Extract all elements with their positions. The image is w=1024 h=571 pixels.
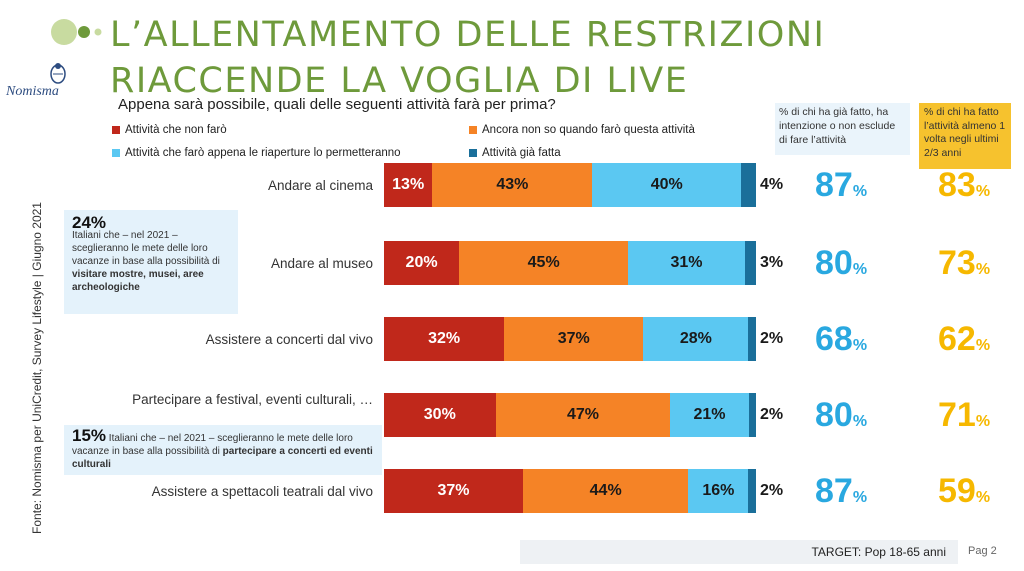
info-box-text: Italiani che – nel 2021 – sceglieranno l… [72, 230, 220, 267]
legend-swatch [112, 149, 120, 157]
info-box-24: 24% Italiani che – nel 2021 – sceglieran… [64, 210, 238, 314]
bar-segment [748, 393, 756, 437]
bar-row: 13% 43% 40% [384, 163, 756, 207]
side-value-blue: 68% [815, 320, 868, 358]
data-label: 2% [760, 406, 784, 423]
legend-label: Ancora non so quando farò questa attivit… [482, 124, 695, 136]
bar-segment: 44% [523, 469, 689, 513]
legend-label: Attività che non farò [125, 124, 227, 136]
bar-segment: 40% [592, 163, 742, 207]
side-value-yellow: 73% [938, 244, 991, 282]
info-box-value: 15% [72, 426, 107, 445]
legend-item-gia-fatta: Attività già fatta [469, 147, 561, 159]
data-label: 16% [702, 482, 735, 499]
chart-question: Appena sarà possibile, quali delle segue… [118, 96, 556, 113]
bar-segment: 37% [504, 317, 644, 361]
bar-segment: 47% [495, 393, 671, 437]
nomisma-emblem-icon [50, 63, 66, 84]
category-label: Partecipare a festival, eventi culturali… [132, 392, 373, 407]
legend-label: Attività già fatta [482, 147, 561, 159]
info-box-text: Italiani che – nel 2021 – sceglieranno l… [72, 433, 353, 457]
nomisma-logo: Nomisma [6, 84, 59, 99]
decor-circle-large [51, 19, 77, 45]
bar-segment [748, 469, 756, 513]
bar-segment: 32% [384, 317, 505, 361]
category-label: Assistere a spettacoli teatrali dal vivo [151, 484, 373, 499]
data-label: 30% [423, 406, 456, 423]
bar-segment: 43% [432, 163, 593, 207]
data-label: 40% [650, 176, 683, 193]
data-label: 21% [693, 406, 726, 423]
source-text: Fonte: Nomisma per UniCredit, Survey Lif… [30, 202, 44, 534]
side-value-blue: 80% [815, 396, 868, 434]
data-label: 3% [760, 254, 784, 271]
bar-segment: 45% [459, 241, 629, 285]
legend-label: Attività che farò appena le riaperture l… [125, 147, 401, 159]
side-value-yellow: 71% [938, 396, 991, 434]
bar-segment: 16% [688, 469, 749, 513]
bar-segment [741, 163, 756, 207]
title-line-1: L’ALLENTAMENTO DELLE RESTRIZIONI [110, 15, 826, 55]
bar-segment: 30% [384, 393, 496, 437]
data-label: 13% [392, 176, 425, 193]
info-box-15: 15% Italiani che – nel 2021 – sceglieran… [64, 425, 382, 475]
source-note: Fonte: Nomisma per UniCredit, Survey Lif… [30, 178, 44, 558]
data-label: 28% [679, 330, 712, 347]
info-box-bold: visitare mostre, musei, aree archeologic… [72, 269, 204, 293]
side-value-yellow: 59% [938, 472, 991, 510]
data-label: 44% [589, 482, 622, 499]
decor-circle-medium [78, 26, 90, 38]
bar-row: 30% 47% 21% [384, 393, 756, 437]
bar-row: 37% 44% 16% [384, 469, 756, 513]
decor-circle-small [94, 28, 102, 36]
page-number: Pag 2 [968, 545, 997, 557]
category-label: Assistere a concerti dal vivo [205, 332, 373, 347]
legend-item-non-so: Ancora non so quando farò questa attivit… [469, 124, 695, 136]
category-label: Andare al museo [270, 256, 373, 271]
legend-swatch [469, 149, 477, 157]
data-label: 37% [557, 330, 590, 347]
bar-segment: 28% [643, 317, 749, 361]
title-line-2: RIACCENDE LA VOGLIA DI LIVE [110, 61, 689, 101]
bar-segment [744, 241, 756, 285]
data-label: 2% [760, 482, 784, 499]
side-value-yellow: 62% [938, 320, 991, 358]
info-box-bold: partecipare a concerti ed eventi cultura… [72, 446, 373, 470]
data-label: 4% [760, 176, 784, 193]
category-label: Andare al cinema [267, 178, 373, 193]
bar-segment: 20% [384, 241, 460, 285]
header-blue-column: % di chi ha già fatto, ha intenzione o n… [775, 103, 910, 155]
decorative-circles [51, 19, 102, 45]
side-value-blue: 87% [815, 472, 868, 510]
info-box-value: 24% [72, 213, 107, 232]
legend-item-non-faro: Attività che non farò [112, 124, 227, 136]
side-value-blue: 87% [815, 166, 868, 204]
data-label: 2% [760, 330, 784, 347]
bar-segment: 31% [628, 241, 745, 285]
data-label: 32% [428, 330, 461, 347]
legend-item-faro-appena: Attività che farò appena le riaperture l… [112, 147, 401, 159]
bar-segment: 21% [670, 393, 749, 437]
bar-segment: 13% [384, 163, 433, 207]
bar-row: 20% 45% 31% [384, 241, 756, 285]
target-bar: TARGET: Pop 18-65 anni [520, 540, 958, 564]
page-title: L’ALLENTAMENTO DELLE RESTRIZIONI RIACCEN… [110, 12, 825, 104]
data-label: 37% [437, 482, 470, 499]
side-value-yellow: 83% [938, 166, 991, 204]
bar-row: 32% 37% 28% [384, 317, 756, 361]
side-value-blue: 80% [815, 244, 868, 282]
bar-segment [748, 317, 756, 361]
bar-segment: 37% [384, 469, 524, 513]
data-label: 45% [527, 254, 560, 271]
legend-swatch [469, 126, 477, 134]
data-label: 20% [405, 254, 438, 271]
legend-swatch [112, 126, 120, 134]
data-label: 31% [670, 254, 703, 271]
data-label: 47% [566, 406, 600, 423]
data-label: 43% [496, 176, 529, 193]
header-yellow-column: % di chi ha fatto l’attività almeno 1 vo… [919, 103, 1011, 169]
